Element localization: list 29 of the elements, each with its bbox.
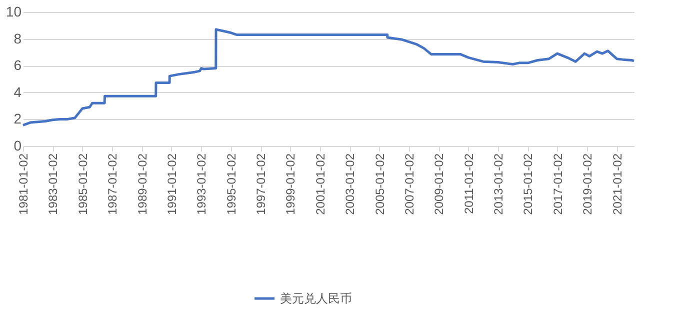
x-tick-label: 2017-01-02	[550, 153, 565, 215]
x-tick-label: 1993-01-02	[194, 153, 209, 215]
x-tick-label: 2019-01-02	[580, 153, 595, 215]
y-tick-label: 10	[6, 4, 22, 20]
x-tick-label: 2009-01-02	[432, 153, 446, 215]
y-tick-label: 6	[14, 57, 22, 74]
x-tick-label: 1991-01-02	[164, 153, 179, 215]
x-tick-label: 1997-01-02	[254, 153, 268, 215]
x-tick-label: 1983-01-02	[46, 153, 60, 215]
x-tick-label: 2001-01-02	[313, 153, 328, 215]
x-tick-label: 2021-01-02	[610, 153, 624, 215]
x-tick-label: 1989-01-02	[135, 153, 150, 215]
x-tick-label: 1981-01-02	[16, 153, 30, 215]
x-tick-label: 2015-01-02	[521, 153, 536, 215]
x-tick-label: 2013-01-02	[492, 153, 506, 215]
x-tick-label: 2011-01-02	[462, 153, 476, 214]
line-series	[22, 28, 636, 126]
legend-label: 美元兑人民币	[280, 292, 352, 306]
x-tick-label: 1999-01-02	[284, 153, 298, 215]
y-tick-label: 8	[14, 30, 22, 46]
y-tick-label: 2	[14, 110, 22, 127]
x-tick-label: 1987-01-02	[106, 153, 120, 215]
y-tick-label: 4	[14, 84, 22, 100]
x-tick-label: 1995-01-02	[224, 153, 238, 215]
x-tick-label: 1985-01-02	[76, 153, 90, 215]
x-tick-label: 2007-01-02	[402, 153, 416, 215]
y-tick-label: 0	[14, 138, 22, 154]
x-tick-label: 2005-01-02	[372, 153, 387, 215]
x-tick-label: 2003-01-02	[343, 153, 358, 215]
